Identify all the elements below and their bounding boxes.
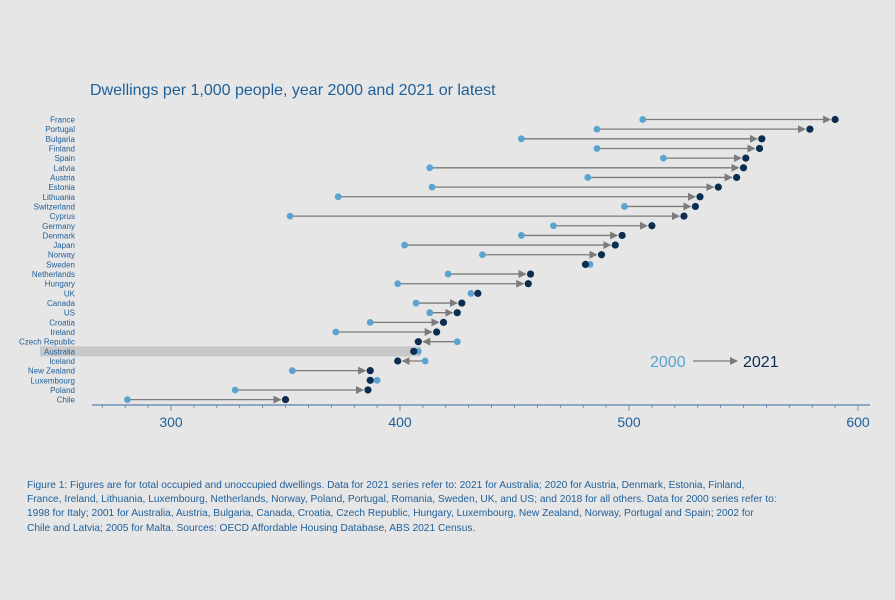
legend-2000: 2000 — [650, 354, 686, 371]
category-label: Spain — [55, 154, 75, 163]
category-label: Hungary — [45, 280, 75, 289]
point-2000 — [517, 135, 525, 143]
point-2021 — [714, 183, 722, 191]
point-2021 — [366, 367, 374, 375]
point-2021 — [742, 154, 750, 162]
x-tick-label: 600 — [846, 414, 870, 430]
point-2000 — [401, 241, 408, 249]
point-2000 — [231, 386, 239, 394]
category-label: Australia — [44, 347, 76, 356]
category-label: Germany — [42, 222, 75, 231]
point-2021 — [806, 125, 814, 133]
category-label: Poland — [50, 386, 75, 395]
point-2000 — [479, 251, 486, 259]
point-2000 — [286, 212, 294, 220]
category-label: Luxembourg — [31, 376, 75, 385]
point-2000 — [334, 193, 342, 201]
category-label: Lithuania — [43, 193, 76, 202]
point-2021 — [366, 376, 374, 384]
point-2000 — [517, 232, 525, 239]
point-2021 — [611, 241, 619, 249]
point-2021 — [680, 212, 688, 220]
category-label: Denmark — [43, 231, 76, 240]
point-2000 — [639, 116, 647, 123]
category-label: Croatia — [49, 318, 75, 327]
category-label: Estonia — [48, 183, 75, 192]
point-2021 — [739, 164, 748, 172]
point-2000 — [288, 367, 296, 375]
point-2021 — [433, 328, 441, 336]
category-label: Chile — [57, 396, 76, 405]
category-label: Bulgaria — [46, 135, 76, 144]
point-2021 — [410, 347, 418, 355]
category-label: New Zealand — [28, 367, 75, 376]
point-2021 — [524, 280, 532, 288]
point-2000 — [428, 183, 436, 191]
point-2000 — [593, 125, 601, 133]
point-2000 — [584, 174, 592, 181]
category-label: Cyprus — [50, 212, 75, 221]
point-2000 — [421, 357, 429, 365]
point-2021 — [597, 251, 606, 259]
point-2021 — [696, 193, 704, 201]
point-2021 — [581, 260, 590, 268]
x-tick-label: 300 — [159, 414, 183, 430]
x-tick-label: 500 — [617, 414, 641, 430]
point-2021 — [474, 289, 482, 297]
category-label: Latvia — [54, 164, 76, 173]
point-2000 — [426, 164, 434, 172]
category-label: Norway — [48, 251, 75, 260]
category-label: Ireland — [51, 328, 75, 337]
category-label: Finland — [49, 144, 75, 153]
category-label: Austria — [50, 173, 75, 182]
category-label: Portugal — [45, 125, 75, 134]
category-label: Switzerland — [34, 202, 75, 211]
category-label: Japan — [53, 241, 75, 250]
point-2000 — [444, 270, 452, 278]
category-label: France — [50, 116, 75, 125]
point-2000 — [412, 299, 420, 307]
point-2021 — [364, 386, 372, 394]
category-label: Netherlands — [32, 270, 75, 279]
point-2000 — [453, 338, 461, 346]
category-label: Canada — [47, 299, 76, 308]
point-2021 — [439, 318, 448, 326]
point-2021 — [758, 135, 766, 143]
point-2021 — [526, 270, 535, 278]
legend-2021: 2021 — [743, 354, 779, 371]
point-2021 — [755, 144, 764, 153]
point-2000 — [332, 328, 340, 336]
point-2021 — [281, 396, 290, 404]
point-2000 — [373, 376, 381, 384]
point-2021 — [394, 357, 402, 365]
point-2021 — [648, 222, 656, 230]
point-2021 — [733, 173, 741, 182]
x-tick-label: 400 — [388, 414, 412, 430]
point-2000 — [593, 145, 601, 152]
point-2021 — [458, 299, 466, 307]
point-2000 — [467, 289, 475, 297]
category-label: UK — [64, 289, 76, 298]
point-2000 — [621, 203, 628, 210]
point-2000 — [550, 222, 557, 230]
point-2000 — [394, 280, 402, 288]
dumbbell-chart: FrancePortugalBulgariaFinlandSpainLatvia… — [19, 115, 870, 430]
point-2021 — [691, 202, 700, 211]
chart-title: Dwellings per 1,000 people, year 2000 an… — [90, 82, 496, 99]
footnote: Figure 1: Figures are for total occupied… — [27, 480, 777, 534]
point-2000 — [659, 154, 667, 162]
category-label: Sweden — [46, 260, 75, 269]
category-label: US — [64, 309, 75, 318]
category-label: Czech Republic — [19, 338, 75, 347]
highlight-band — [40, 346, 421, 357]
point-2000 — [366, 318, 374, 326]
point-2021 — [618, 231, 626, 240]
category-label: Iceland — [49, 357, 75, 366]
point-2021 — [831, 115, 839, 124]
point-2021 — [414, 338, 422, 346]
point-2021 — [453, 309, 461, 317]
point-2000 — [426, 309, 434, 317]
point-2000 — [124, 396, 131, 404]
